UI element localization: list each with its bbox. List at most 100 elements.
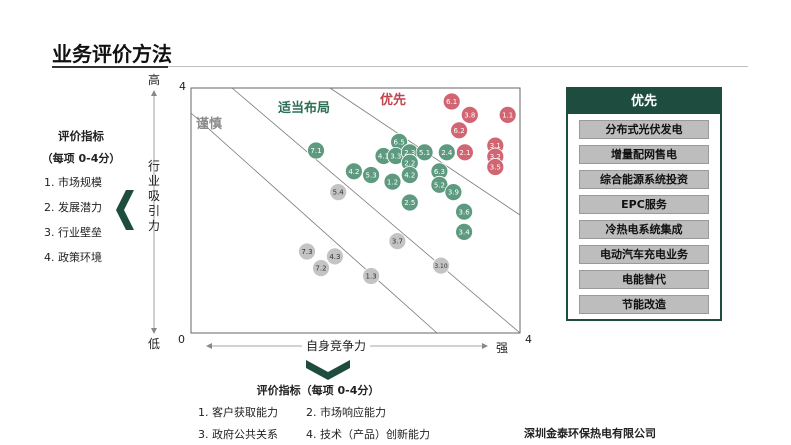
scatter-point-label: 2.1 [459, 149, 470, 157]
scatter-point-marker [442, 92, 461, 111]
scatter-point: 7.2 [312, 259, 330, 278]
scatter-point-label: 3.7 [392, 238, 403, 246]
scatter-point-label: 5.4 [333, 189, 345, 197]
scatter-point-marker [362, 267, 381, 285]
y-axis-max-label: 4 [179, 80, 186, 93]
left-criteria-item: 2. 发展潜力 [44, 201, 102, 214]
scatter-point: 4.2 [344, 162, 363, 181]
footer-company: 深圳金泰环保热电有限公司 [524, 427, 656, 440]
scatter-point-label: 5.2 [434, 181, 445, 189]
scatter-point: 7.1 [307, 141, 325, 160]
scatter-point-label: 3.3 [390, 153, 401, 161]
title-divider [52, 66, 748, 67]
scatter-point-marker [455, 222, 474, 241]
scatter-point: 5.2 [430, 175, 449, 194]
priority-item: 电能替代 [579, 270, 709, 289]
scatter-point-label: 7.3 [301, 248, 312, 256]
scatter-point: 2.4 [437, 143, 456, 162]
scatter-point-marker [437, 143, 456, 162]
priority-item: 电动汽车充电业务 [579, 245, 709, 264]
scatter-point-label: 5.1 [419, 149, 430, 157]
x-axis-high-label: 强 [496, 341, 508, 355]
chevron-down-icon [306, 360, 350, 380]
scatter-point-label: 3.5 [490, 164, 501, 172]
bottom-criteria-item: 4. 技术（产品）创新能力 [306, 428, 430, 441]
scatter-point: 5.4 [329, 183, 348, 201]
scatter-point-label: 4.2 [404, 172, 415, 180]
region-label-moderate: 适当布局 [278, 100, 330, 116]
scatter-point: 1.3 [362, 267, 381, 285]
x-axis-origin-label: 0 [178, 333, 185, 346]
x-axis-title: 自身竞争力 [306, 338, 366, 353]
scatter-point-label: 5.3 [366, 172, 377, 180]
scatter-chart: 高 低 4 0 4 强 自身竞争力 行业吸引力 谨慎 适当布局 优先 6.1 3.… [148, 72, 532, 355]
scatter-point-marker [388, 232, 407, 251]
scatter-point: 5.1 [415, 143, 434, 162]
left-criteria-subheading: （每项 0-4分） [41, 152, 121, 165]
scatter-point-label: 3.2 [490, 153, 501, 161]
scatter-point-label: 7.2 [315, 265, 326, 273]
scatter-point-label: 2.4 [441, 149, 453, 157]
scatter-point-marker [400, 193, 419, 212]
scatter-point-label: 1.3 [366, 273, 377, 281]
y-axis-high-label: 高 [148, 72, 160, 87]
bottom-criteria-item: 2. 市场响应能力 [306, 406, 386, 419]
scatter-point-label: 7.1 [310, 147, 321, 155]
y-axis-title: 行业吸引力 [148, 159, 160, 233]
scatter-point-label: 2.2 [404, 159, 415, 167]
bottom-criteria-item: 3. 政府公共关系 [198, 428, 278, 441]
scatter-point-label: 3.1 [490, 142, 501, 150]
scatter-point-label: 3.10 [434, 263, 448, 270]
scatter-point: 4.3 [325, 247, 344, 266]
scatter-point: 3.10 [432, 256, 450, 275]
scatter-point-label: 2.3 [404, 149, 415, 157]
scatter-point-marker [432, 256, 450, 275]
priority-item: EPC服务 [579, 195, 709, 214]
scatter-point: 4.2 [400, 166, 419, 184]
scatter-point-marker [312, 259, 330, 278]
scatter-point: 6.2 [450, 121, 469, 140]
scatter-point-marker [325, 247, 344, 266]
left-criteria-panel: 评价指标 （每项 0-4分） 1. 市场规模 2. 发展潜力 3. 行业壁垒 4… [26, 128, 136, 274]
scatter-point-marker [298, 242, 316, 261]
priority-box-title: 优先 [568, 89, 720, 114]
chevron-right-icon [116, 190, 134, 230]
scatter-point-label: 4.1 [378, 153, 389, 161]
left-criteria-item: 3. 行业壁垒 [44, 226, 102, 239]
scatter-point-label: 3.9 [448, 189, 459, 197]
scatter-point: 2.2 [400, 153, 419, 172]
scatter-point: 1.1 [498, 106, 517, 124]
scatter-point-label: 3.8 [464, 112, 475, 120]
scatter-point-marker [383, 172, 402, 191]
scatter-point-label: 3.4 [459, 229, 471, 237]
boundary-line-middle [231, 87, 521, 334]
scatter-point-marker [455, 202, 474, 221]
scatter-point: 3.6 [455, 202, 474, 221]
region-label-caution: 谨慎 [196, 116, 222, 132]
scatter-point: 3.5 [486, 158, 505, 176]
priority-item: 节能改造 [579, 295, 709, 314]
scatter-point: 2.1 [455, 143, 474, 162]
scatter-point: 2.5 [400, 193, 419, 212]
scatter-point-label: 6.2 [454, 127, 465, 135]
scatter-point-marker [444, 183, 463, 201]
boundary-line-lower [190, 112, 438, 334]
scatter-point-marker [344, 162, 363, 181]
scatter-point: 7.3 [298, 242, 316, 261]
bottom-criteria-panel: 评价指标（每项 0-4分） 1. 客户获取能力 2. 市场响应能力 3. 政府公… [198, 382, 458, 442]
scatter-point-marker [329, 183, 348, 201]
scatter-point-marker [307, 141, 325, 160]
priority-item: 分布式光伏发电 [579, 120, 709, 139]
scatter-point-label: 2.5 [404, 199, 415, 207]
priority-item: 增量配网售电 [579, 145, 709, 164]
scatter-point-label: 1.2 [387, 178, 398, 186]
scatter-point: 3.8 [460, 106, 479, 124]
scatter-point-label: 6.3 [434, 168, 445, 176]
scatter-point: 1.2 [383, 172, 402, 191]
scatter-point: 3.9 [444, 183, 463, 201]
y-axis-low-label: 低 [148, 337, 160, 351]
title-divider-accent [52, 66, 168, 68]
scatter-point-marker [430, 175, 449, 194]
scatter-point: 6.1 [442, 92, 461, 111]
scatter-point-label: 4.2 [348, 168, 359, 176]
